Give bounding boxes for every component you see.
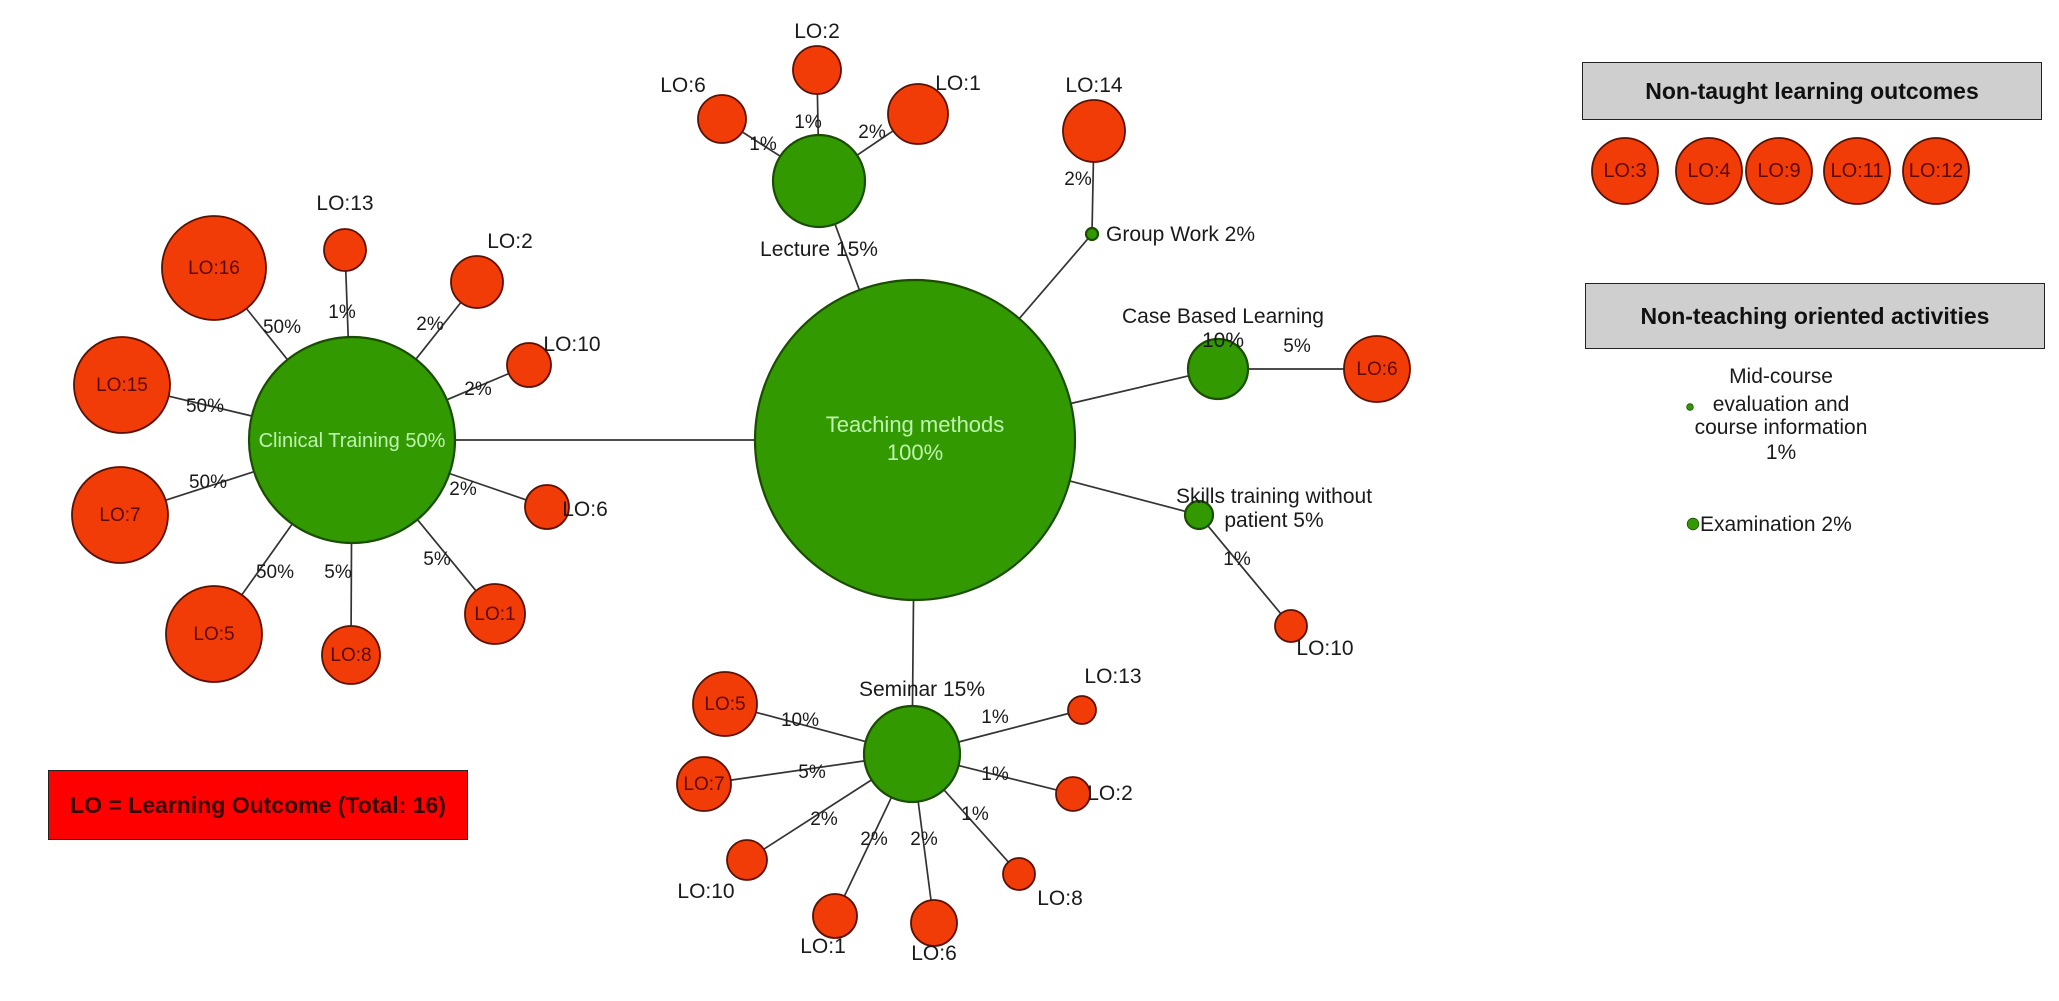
svg-text:LO:12: LO:12: [1909, 160, 1963, 182]
svg-text:1%: 1%: [1766, 441, 1796, 464]
svg-text:LO:3: LO:3: [1603, 160, 1646, 182]
svg-text:LO:4: LO:4: [1687, 160, 1730, 182]
svg-text:LO:11: LO:11: [1831, 160, 1884, 182]
svg-text:Mid-course: Mid-course: [1729, 365, 1833, 388]
svg-text:Examination 2%: Examination 2%: [1700, 513, 1852, 536]
svg-text:evaluation and: evaluation and: [1713, 393, 1850, 416]
svg-text:course information: course information: [1695, 416, 1868, 439]
svg-text:LO:9: LO:9: [1757, 160, 1800, 182]
